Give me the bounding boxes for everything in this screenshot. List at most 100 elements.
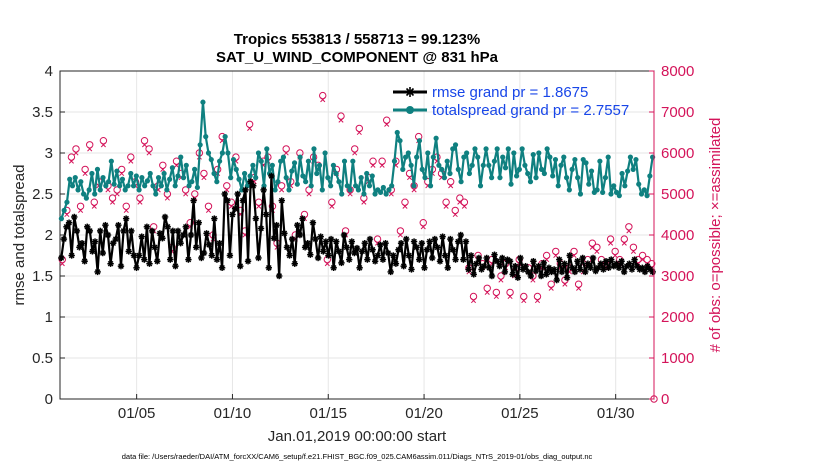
rmse-point <box>491 251 498 258</box>
rmse-point <box>304 240 311 247</box>
obs-assimilated-point <box>484 289 490 295</box>
totalspread-point <box>644 193 650 199</box>
obs-assimilated-point <box>397 232 403 238</box>
rmse-point <box>312 235 319 243</box>
rmse-point <box>631 256 638 263</box>
totalspread-point <box>233 166 239 172</box>
totalspread-point <box>355 187 361 193</box>
rmse-point <box>641 268 649 276</box>
obs-possible-point <box>122 202 130 211</box>
legend-rmse-marker <box>405 87 415 97</box>
obs-assimilated-point <box>562 281 568 287</box>
y-left-tick-label: 3 <box>45 145 53 162</box>
obs-possible-point <box>67 153 76 161</box>
totalspread-point <box>555 183 561 189</box>
obs-assimilated-point <box>283 150 289 156</box>
totalspread-point <box>636 181 642 187</box>
obs-possible-point <box>497 272 505 280</box>
rmse-point <box>587 264 594 271</box>
totalspread-point <box>538 166 545 172</box>
obs-assimilated-point <box>64 211 70 218</box>
rmse-point <box>602 258 610 265</box>
obs-assimilated-point <box>461 203 467 209</box>
totalspread-point <box>144 178 151 184</box>
rmse-point <box>198 254 205 262</box>
totalspread-point <box>427 183 434 189</box>
totalspread-point <box>616 193 622 199</box>
totalspread-point <box>297 154 303 160</box>
totalspread-point <box>611 183 617 189</box>
totalspread-point <box>167 176 173 182</box>
obs-assimilated-point <box>306 191 312 197</box>
obs-assimilated-point <box>594 248 600 254</box>
totalspread-point <box>569 166 575 172</box>
obs-possible-point <box>108 194 117 202</box>
x-tick-label: 01/15 <box>309 405 347 422</box>
obs-assimilated-point <box>73 150 79 156</box>
rmse-point <box>63 223 70 230</box>
totalspread-point <box>422 175 428 181</box>
obs-assimilated-point <box>141 142 148 148</box>
obs-assimilated-point <box>388 191 394 197</box>
totalspread-point <box>158 183 164 189</box>
totalspread-point <box>130 183 137 189</box>
totalspread-point <box>192 166 198 172</box>
totalspread-point <box>433 135 439 141</box>
obs-possible-point <box>419 219 427 227</box>
totalspread-point <box>358 175 364 181</box>
obs-assimilated-point <box>534 298 541 304</box>
totalspread-point <box>69 183 76 189</box>
rmse-point <box>60 235 68 243</box>
obs-possible-point <box>542 251 551 260</box>
totalspread-point <box>505 146 511 152</box>
totalspread-point <box>389 183 395 189</box>
rmse-point <box>364 256 371 263</box>
obs-possible-point <box>520 292 528 301</box>
rmse-point <box>86 227 94 235</box>
totalspread-point <box>511 150 517 156</box>
rmse-point <box>387 268 394 276</box>
rmse-point <box>263 211 270 218</box>
rmse-point <box>628 266 636 273</box>
totalspread-point <box>194 184 200 191</box>
rmse-point <box>571 268 579 276</box>
rmse-point <box>117 262 125 270</box>
totalspread-point <box>383 191 389 197</box>
totalspread-point <box>200 99 206 105</box>
totalspread-point <box>572 156 578 163</box>
y-right-tick-label: 1000 <box>661 350 694 367</box>
totalspread-point <box>286 187 292 193</box>
rmse-point <box>307 251 314 258</box>
y-left-axis-label: rmse and totalspread <box>11 165 28 306</box>
totalspread-point <box>519 146 525 152</box>
obs-assimilated-point <box>384 121 390 127</box>
totalspread-point <box>608 191 614 197</box>
rmse-point <box>182 223 190 230</box>
rmse-point <box>273 221 280 229</box>
obs-possible-point <box>181 186 190 194</box>
totalspread-point <box>586 181 592 187</box>
totalspread-point <box>86 187 92 193</box>
totalspread-point <box>236 176 242 182</box>
rmse-point <box>242 186 249 194</box>
rmse-point <box>301 244 309 251</box>
totalspread-point <box>394 129 400 136</box>
totalspread-point <box>525 170 531 177</box>
rmse-point <box>582 268 589 276</box>
obs-possible-point <box>446 178 455 186</box>
obs-possible-point <box>460 198 469 206</box>
totalspread-point <box>161 170 167 177</box>
obs-assimilated-point <box>173 162 180 168</box>
rmse-point <box>208 252 215 259</box>
rmse-point <box>512 262 519 270</box>
totalspread-point <box>630 166 636 172</box>
rmse-point <box>449 246 457 253</box>
totalspread-point <box>597 158 603 164</box>
rmse-point <box>597 260 605 267</box>
obs-assimilated-point <box>361 199 367 205</box>
totalspread-point <box>205 150 212 156</box>
rmse-point <box>159 235 166 242</box>
totalspread-point <box>441 175 448 181</box>
rmse-point <box>338 259 345 267</box>
totalspread-point <box>241 170 248 177</box>
